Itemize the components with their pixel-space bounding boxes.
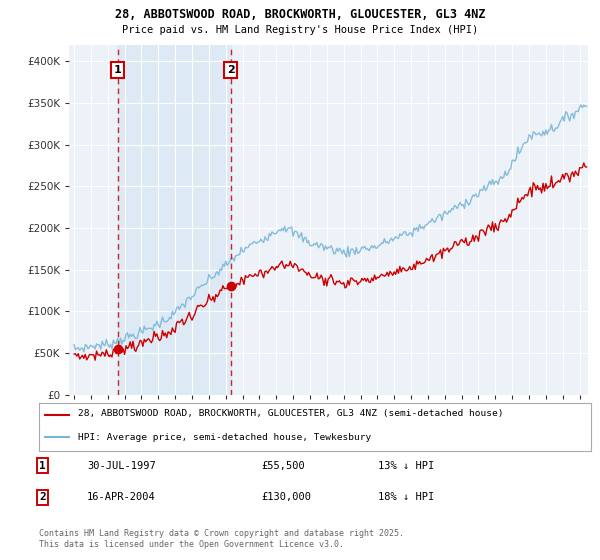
Text: Contains HM Land Registry data © Crown copyright and database right 2025.
This d: Contains HM Land Registry data © Crown c…: [39, 529, 404, 549]
Text: 13% ↓ HPI: 13% ↓ HPI: [378, 461, 434, 471]
Text: 28, ABBOTSWOOD ROAD, BROCKWORTH, GLOUCESTER, GL3 4NZ: 28, ABBOTSWOOD ROAD, BROCKWORTH, GLOUCES…: [115, 8, 485, 21]
Text: 2: 2: [227, 65, 235, 75]
Text: 1: 1: [113, 65, 121, 75]
Text: 30-JUL-1997: 30-JUL-1997: [87, 461, 156, 471]
Text: Price paid vs. HM Land Registry's House Price Index (HPI): Price paid vs. HM Land Registry's House …: [122, 25, 478, 35]
Text: £130,000: £130,000: [261, 492, 311, 502]
Text: 18% ↓ HPI: 18% ↓ HPI: [378, 492, 434, 502]
Text: £55,500: £55,500: [261, 461, 305, 471]
Text: 2: 2: [39, 492, 46, 502]
Text: 1: 1: [39, 461, 46, 471]
Bar: [118, 45, 230, 395]
Text: 16-APR-2004: 16-APR-2004: [87, 492, 156, 502]
Text: 28, ABBOTSWOOD ROAD, BROCKWORTH, GLOUCESTER, GL3 4NZ (semi-detached house): 28, ABBOTSWOOD ROAD, BROCKWORTH, GLOUCES…: [77, 409, 503, 418]
Text: HPI: Average price, semi-detached house, Tewkesbury: HPI: Average price, semi-detached house,…: [77, 433, 371, 442]
